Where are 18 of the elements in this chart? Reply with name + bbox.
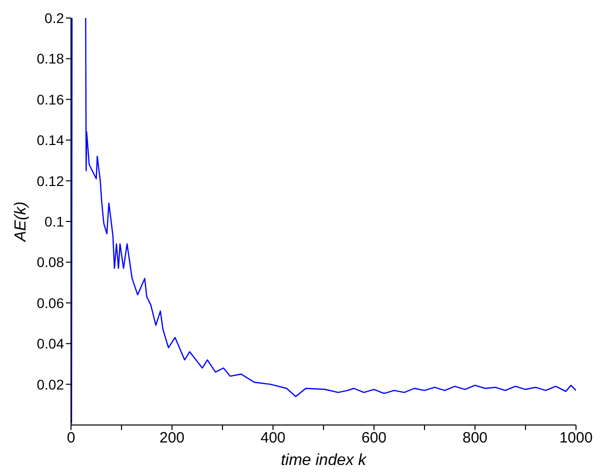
x-tick-label: 400: [260, 430, 286, 447]
x-tick-label: 0: [66, 430, 76, 447]
x-axis-title: time index k: [280, 452, 368, 469]
y-tick-label: 0.18: [36, 50, 64, 67]
y-tick-label: 0.12: [36, 172, 64, 189]
y-tick-label: 0.16: [36, 91, 64, 108]
x-tick-label: 200: [159, 430, 185, 447]
x-tick-label: 600: [361, 430, 387, 447]
y-tick-label: 0.02: [36, 376, 64, 392]
y-tick-label: 0.2: [44, 10, 64, 26]
y-tick-label: 0.1: [44, 213, 64, 230]
x-tick-label: 800: [462, 430, 488, 447]
y-tick-label: 0.06: [36, 294, 64, 311]
y-tick-label: 0.08: [36, 254, 64, 270]
y-axis-title: AE(k): [12, 202, 30, 242]
y-tick-label: 0.14: [36, 132, 64, 148]
y-tick-label: 0.04: [36, 336, 64, 352]
x-tick-label: 1000: [559, 430, 593, 447]
